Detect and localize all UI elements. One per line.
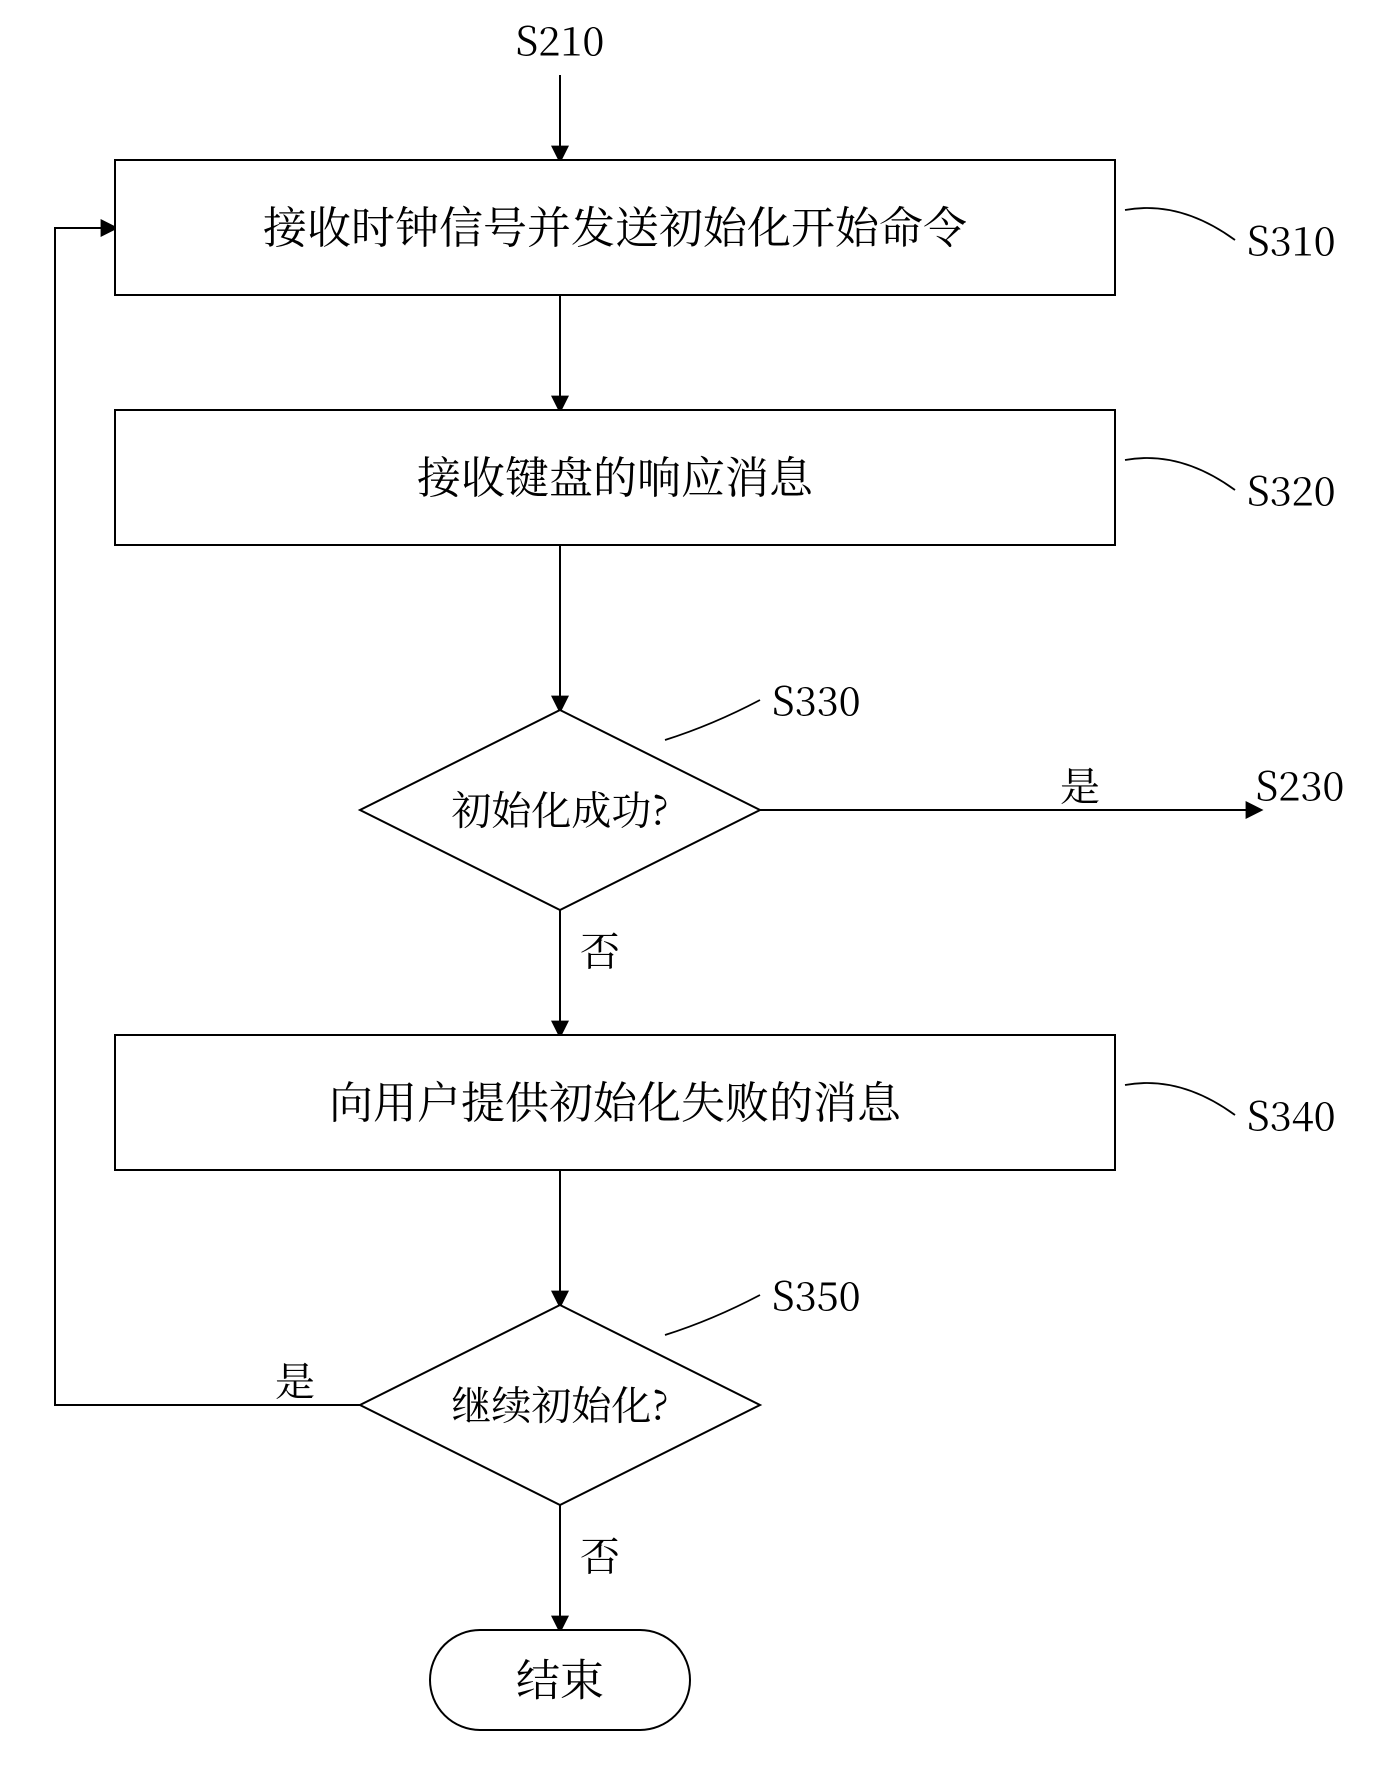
- leader-s350: [665, 1295, 760, 1335]
- leader-s320: [1125, 458, 1235, 490]
- edge-s350-yes-loop: [55, 228, 360, 1405]
- connector-exit: S230: [1256, 755, 1345, 812]
- decision-text-s330: 初始化成功?: [451, 779, 668, 836]
- decision-text-s350: 继续初始化?: [451, 1374, 668, 1431]
- edge-label-s330-yes: 是: [1060, 755, 1100, 812]
- leader-s310: [1125, 208, 1235, 240]
- edge-label-s350-no: 否: [580, 1525, 620, 1582]
- ref-s320: S320: [1247, 460, 1336, 517]
- process-text-s340: 向用户提供初始化失败的消息: [329, 1067, 902, 1131]
- terminator-text-end: 结束: [516, 1644, 604, 1708]
- process-text-s320: 接收键盘的响应消息: [417, 442, 814, 506]
- leader-s340: [1125, 1083, 1235, 1115]
- leader-s330: [665, 700, 760, 740]
- edge-label-s330-no: 否: [580, 920, 620, 977]
- edge-label-s350-yes-loop: 是: [275, 1350, 315, 1407]
- ref-s310: S310: [1247, 210, 1336, 267]
- ref-s330: S330: [772, 670, 861, 727]
- ref-s350: S350: [772, 1265, 861, 1322]
- flowchart-canvas: S210 接收时钟信号并发送初始化开始命令 S310 接收键盘的响应消息 S320 初始化…: [0, 0, 1389, 1786]
- connector-entry: S210: [516, 10, 605, 67]
- ref-s340: S340: [1247, 1085, 1336, 1142]
- process-text-s310: 接收时钟信号并发送初始化开始命令: [263, 192, 967, 256]
